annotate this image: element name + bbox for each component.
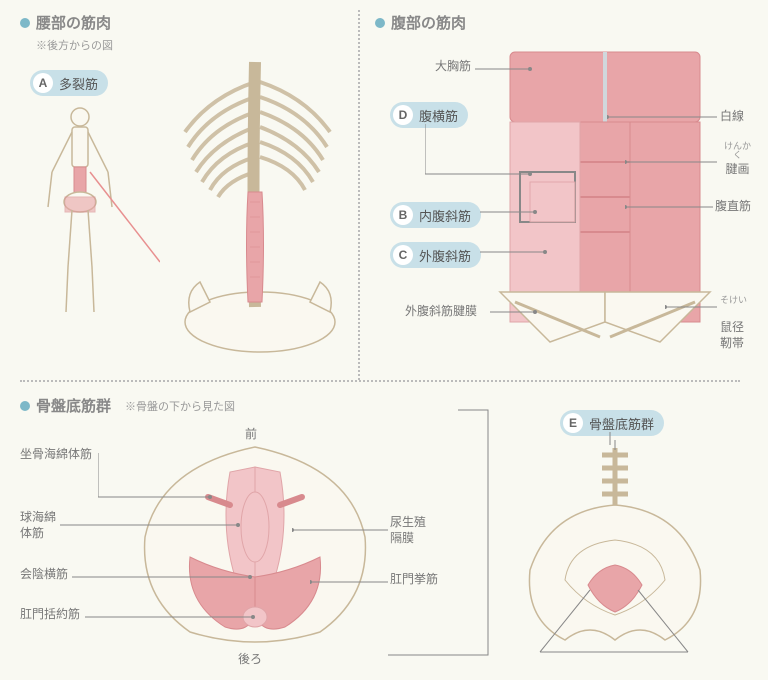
label-zakotsu: 坐骨海綿体筋 (20, 445, 92, 462)
section2-title: 腹部の筋肉 (391, 12, 466, 33)
label-kenkaku: けんかく 腱画 (720, 142, 755, 177)
label-b-pill: B内腹斜筋 (390, 202, 481, 228)
label-a-text: 多裂筋 (59, 74, 98, 93)
pelvis-front (510, 440, 720, 665)
section3-subtitle: ※骨盤の下から見た図 (125, 398, 235, 414)
bullet-icon (375, 18, 385, 28)
label-a-pill: A 多裂筋 (30, 70, 108, 96)
section-abdomen: 腹部の筋肉 大胸筋 D腹横筋 B内腹斜筋 C外腹斜筋 外腹斜筋腱膜 白線 けんか… (375, 12, 755, 37)
bullet-icon (20, 401, 30, 411)
label-koumon-katsuyaku: 肛門括約筋 (20, 605, 80, 622)
horizontal-divider (20, 380, 740, 382)
label-hakusen: 白線 (720, 107, 744, 124)
small-skeleton (30, 102, 160, 322)
bullet-icon (20, 18, 30, 28)
label-sokei: そけい 鼠径 靭帯 (720, 280, 747, 351)
label-a-letter: A (33, 73, 53, 93)
label-c-pill: C外腹斜筋 (390, 242, 481, 268)
label-einoukin: 会陰横筋 (20, 565, 68, 582)
section3-title: 骨盤底筋群 (36, 395, 111, 416)
spine-detail (160, 42, 360, 362)
label-kyukaimen: 球海綿 体筋 (20, 510, 56, 541)
section-lumbar: 腰部の筋肉 ※後方からの図 A多裂筋 (20, 12, 350, 53)
section1-title: 腰部の筋肉 (36, 12, 111, 33)
section-pelvic: 骨盤底筋群 ※骨盤の下から見た図 前 後ろ 坐骨海綿体筋 球海綿 体筋 会陰横筋… (20, 395, 750, 420)
connector-bracket (388, 405, 498, 660)
label-fukuchokukin: 腹直筋 (715, 197, 751, 214)
label-gaifuku: 外腹斜筋腱膜 (405, 302, 477, 319)
label-daikyokin: 大胸筋 (435, 57, 471, 74)
label-back: 後ろ (238, 650, 262, 667)
